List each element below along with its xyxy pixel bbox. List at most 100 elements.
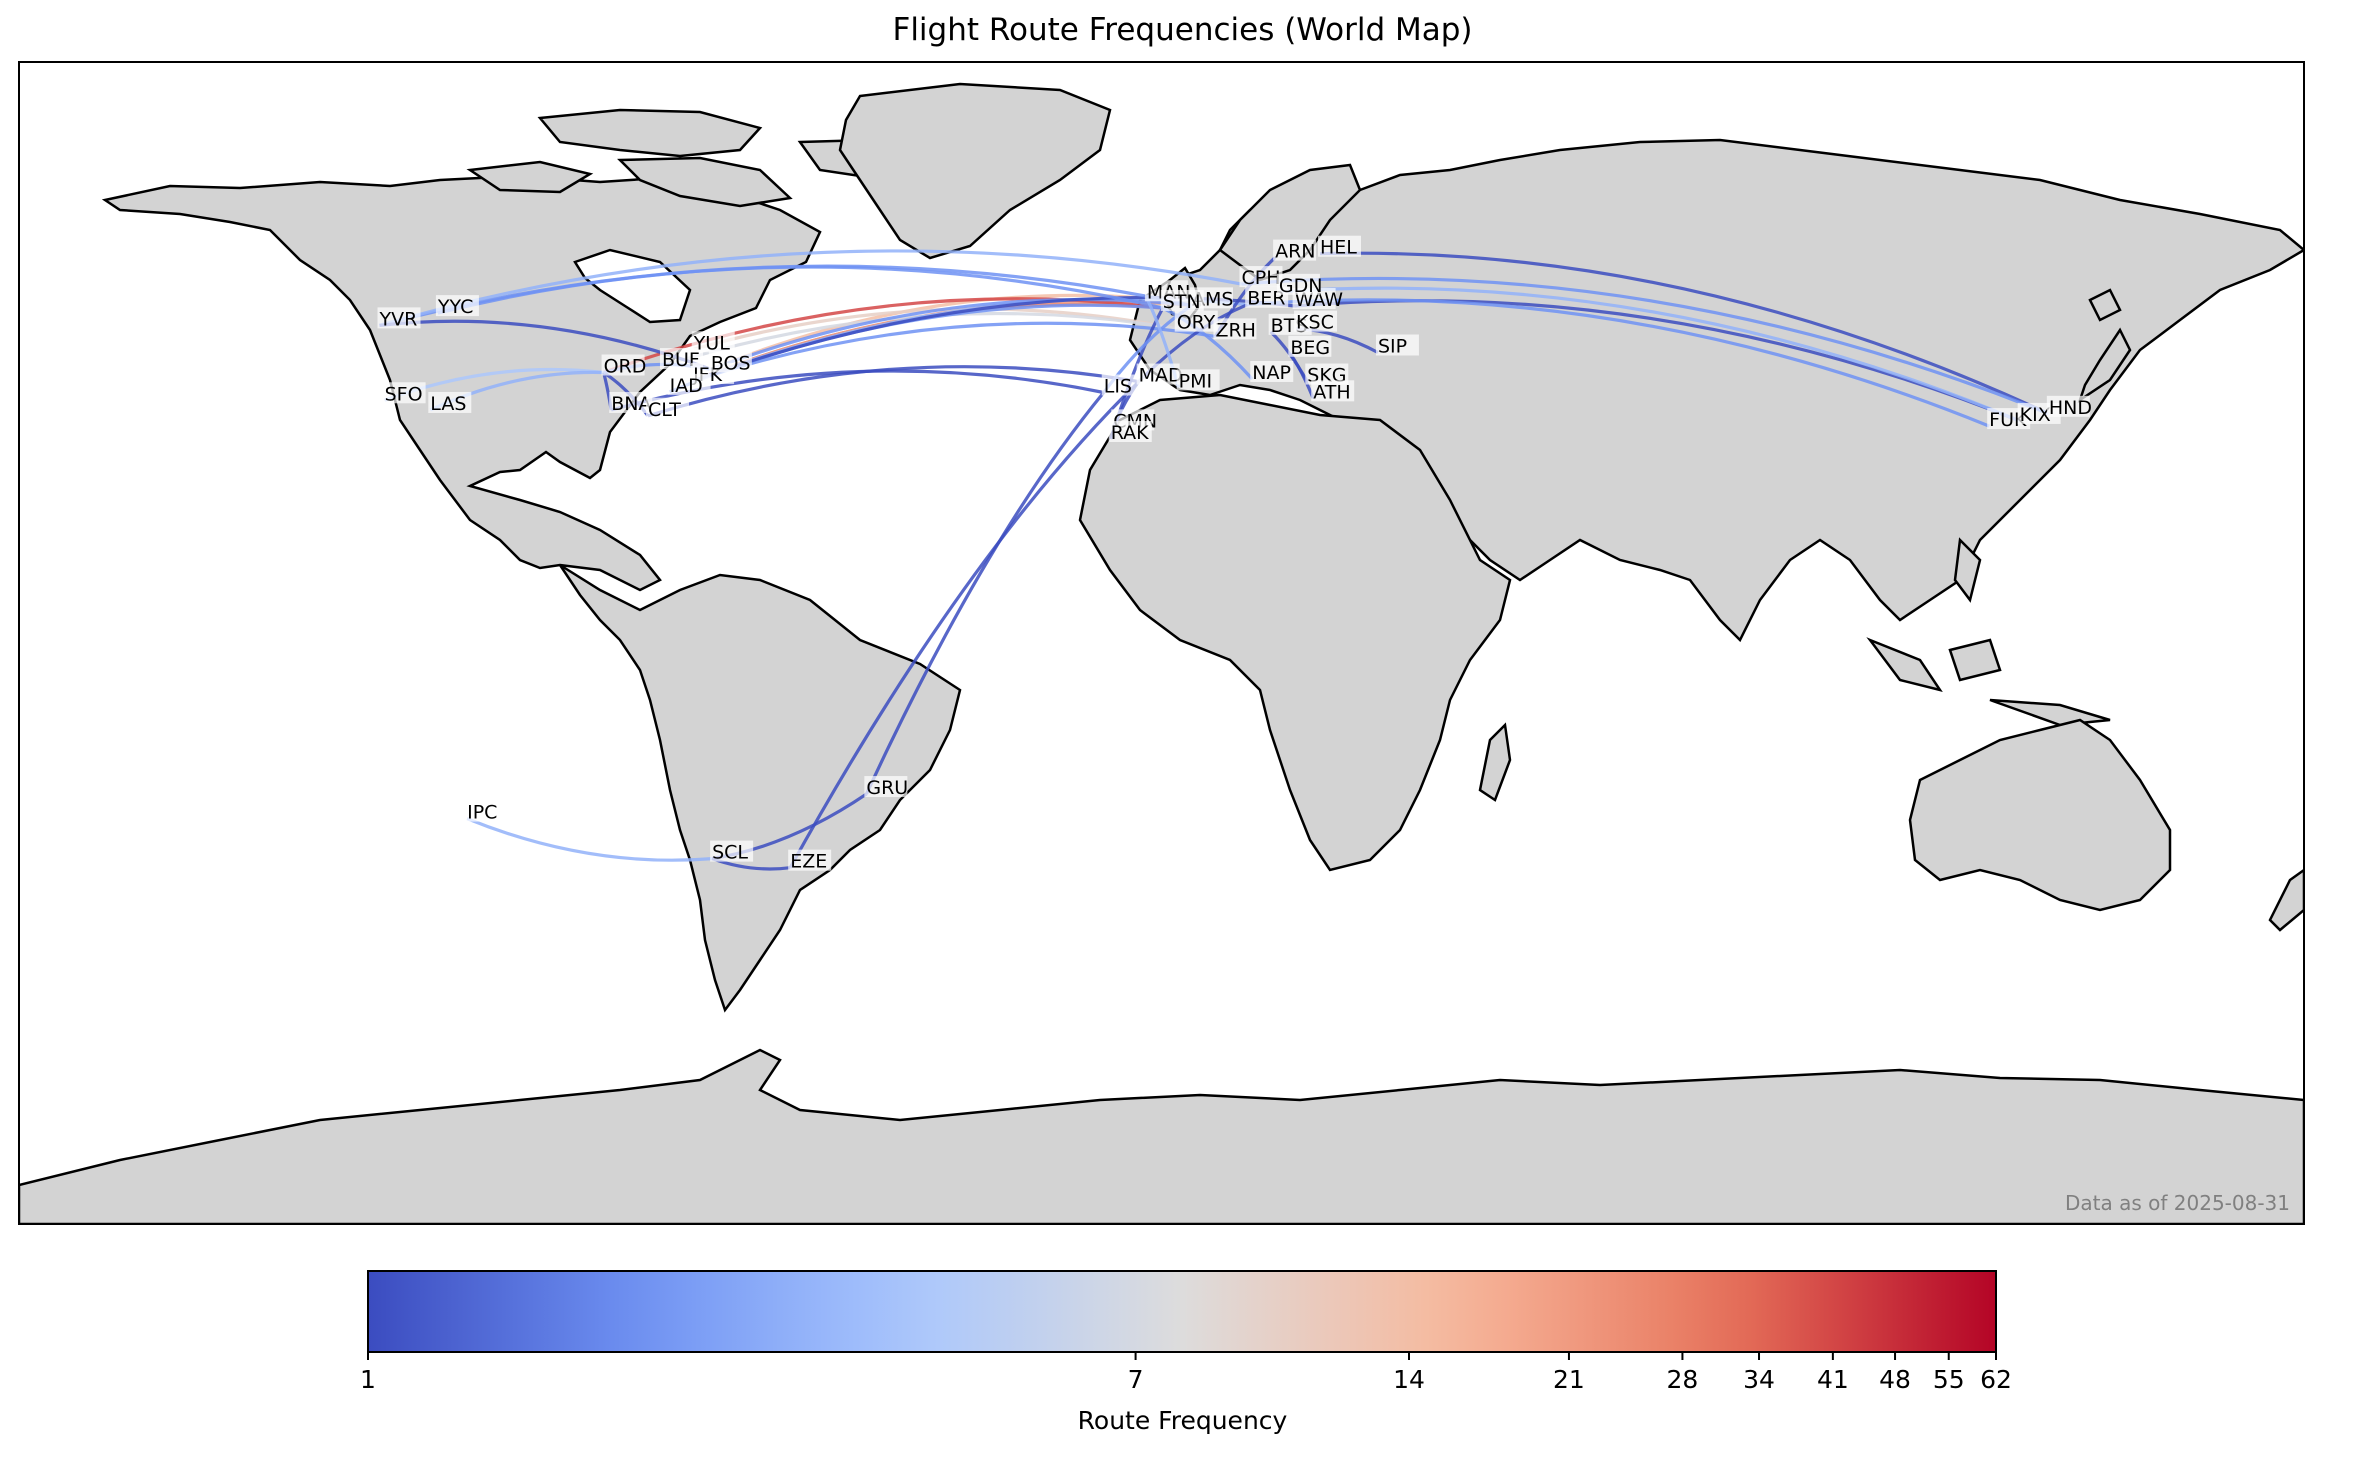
airport-code: LAS	[430, 393, 466, 415]
airport-label-ory: ORY	[1174, 310, 1218, 334]
colorbar-tick-label: 21	[1553, 1365, 1585, 1394]
route-ber-fuk	[1247, 298, 1990, 428]
airport-label-eze: EZE	[788, 849, 832, 873]
airport-label-lis: LIS	[1101, 374, 1145, 398]
antarctica	[19, 1048, 2304, 1224]
airport-label-hel: HEL	[1317, 235, 1361, 259]
map-title: Flight Route Frequencies (World Map)	[892, 12, 1473, 48]
airport-label-ksc: KSC	[1294, 310, 1338, 334]
land-layer	[19, 82, 2304, 1224]
new-zealand	[2268, 868, 2304, 932]
route-hel-hnd	[1319, 251, 2050, 416]
indonesia	[1866, 537, 2111, 727]
route-gdn-kix	[1278, 286, 2021, 423]
route-cph-hnd	[1241, 276, 2050, 416]
australia	[1908, 718, 2172, 912]
airport-code: ZRH	[1215, 319, 1256, 341]
airport-label-zrh: ZRH	[1213, 318, 1257, 341]
airport-label-cph: CPH	[1239, 266, 1283, 289]
airport-code: CPH	[1241, 267, 1280, 289]
airport-label-ipc: IPC	[465, 800, 509, 824]
route-nap-stn	[1162, 306, 1254, 381]
airport-code: BOS	[711, 352, 751, 374]
airport-code: YUL	[693, 332, 731, 354]
route-ipc-scl	[466, 817, 713, 862]
colorbar-label: Route Frequency	[1077, 1406, 1288, 1435]
japan	[2077, 288, 2132, 404]
airport-code: ORD	[604, 356, 647, 378]
data-date-note: Data as of 2025-08-31	[2065, 1191, 2290, 1215]
airport-label-gru: GRU	[864, 776, 908, 799]
route-yyc-stn	[437, 265, 1164, 315]
airport-code: KSC	[1296, 312, 1334, 334]
airport-label-rak: RAK	[1108, 421, 1152, 444]
airport-label-bos: BOS	[708, 351, 752, 374]
airport-label-iad: IAD	[667, 373, 711, 397]
airport-code: CLT	[648, 399, 681, 421]
route-jfk-zrh	[692, 321, 1216, 383]
africa	[1078, 393, 1512, 872]
airport-label-las: LAS	[428, 391, 472, 415]
greenland	[838, 82, 1112, 260]
airport-code: GDN	[1279, 275, 1323, 297]
airport-code: HEL	[1320, 237, 1357, 259]
airport-labels: YVRYYCSFOLASORDBUFYULJFKBOSIADBNACLTGRUS…	[377, 235, 2092, 873]
airport-code: HND	[2049, 397, 2092, 419]
airport-code: IAD	[670, 375, 703, 397]
airport-label-yul: YUL	[691, 331, 735, 354]
airport-code: ARN	[1275, 241, 1315, 263]
airport-label-sfo: SFO	[382, 382, 426, 405]
airport-code: SFO	[385, 383, 423, 405]
colorbar-ticks	[367, 1352, 1997, 1360]
airport-code: RAK	[1111, 422, 1149, 444]
airport-code: NAP	[1252, 362, 1291, 384]
airport-code: ATH	[1313, 381, 1350, 403]
airport-label-sip: SIP	[1375, 334, 1419, 358]
airport-label-ath: ATH	[1311, 380, 1355, 403]
airport-label-gdn: GDN	[1276, 273, 1323, 297]
airport-code: GRU	[866, 777, 908, 799]
airport-code: SIP	[1378, 336, 1407, 358]
map-frame	[18, 61, 2305, 1225]
colorbar-tick-label: 62	[1980, 1365, 2012, 1394]
airport-label-clt: CLT	[646, 397, 690, 421]
airport-label-scl: SCL	[710, 840, 754, 864]
airport-label-nap: NAP	[1250, 360, 1294, 384]
colorbar-tick-label: 1	[360, 1365, 376, 1394]
airport-label-bna: BNA	[609, 391, 653, 415]
colorbar-tick-label: 48	[1879, 1365, 1911, 1394]
colorbar	[367, 1270, 1997, 1353]
airport-code: SCL	[712, 842, 748, 864]
arctic-islands	[466, 108, 914, 208]
airport-label-yvr: YVR	[377, 307, 421, 330]
colorbar-tick-label: 34	[1743, 1365, 1775, 1394]
airport-code: BNA	[611, 393, 651, 415]
airport-label-beg: BEG	[1288, 335, 1332, 359]
airport-label-ord: ORD	[601, 354, 647, 378]
colorbar-tick-label: 14	[1393, 1365, 1425, 1394]
routes-layer	[379, 249, 2050, 871]
airport-code: FUK	[1989, 409, 2027, 431]
airport-code: MAD	[1139, 365, 1183, 387]
airport-code: YYC	[437, 296, 473, 318]
airport-label-hnd: HND	[2046, 395, 2092, 419]
colorbar-tick-label: 55	[1932, 1365, 1965, 1394]
colorbar-tick-label: 7	[1127, 1365, 1144, 1394]
airport-code: YVR	[379, 308, 418, 330]
airport-code: KIX	[2020, 404, 2051, 426]
airport-code: BER	[1247, 288, 1285, 310]
airport-code: PMI	[1179, 370, 1212, 392]
airport-code: IPC	[467, 802, 497, 824]
airport-label-pmi: PMI	[1176, 369, 1220, 392]
airport-code: BEG	[1290, 337, 1330, 359]
route-yvr-cph	[379, 249, 1242, 327]
airport-code: BUF	[662, 349, 700, 371]
airport-code: STN	[1163, 291, 1201, 313]
airport-code: LIS	[1104, 376, 1132, 398]
route-clt-mad	[647, 365, 1139, 418]
airport-label-arn: ARN	[1273, 239, 1317, 263]
airport-code: EZE	[790, 851, 827, 873]
madagascar	[1478, 722, 1512, 802]
colorbar-tick-label: 41	[1816, 1365, 1849, 1394]
